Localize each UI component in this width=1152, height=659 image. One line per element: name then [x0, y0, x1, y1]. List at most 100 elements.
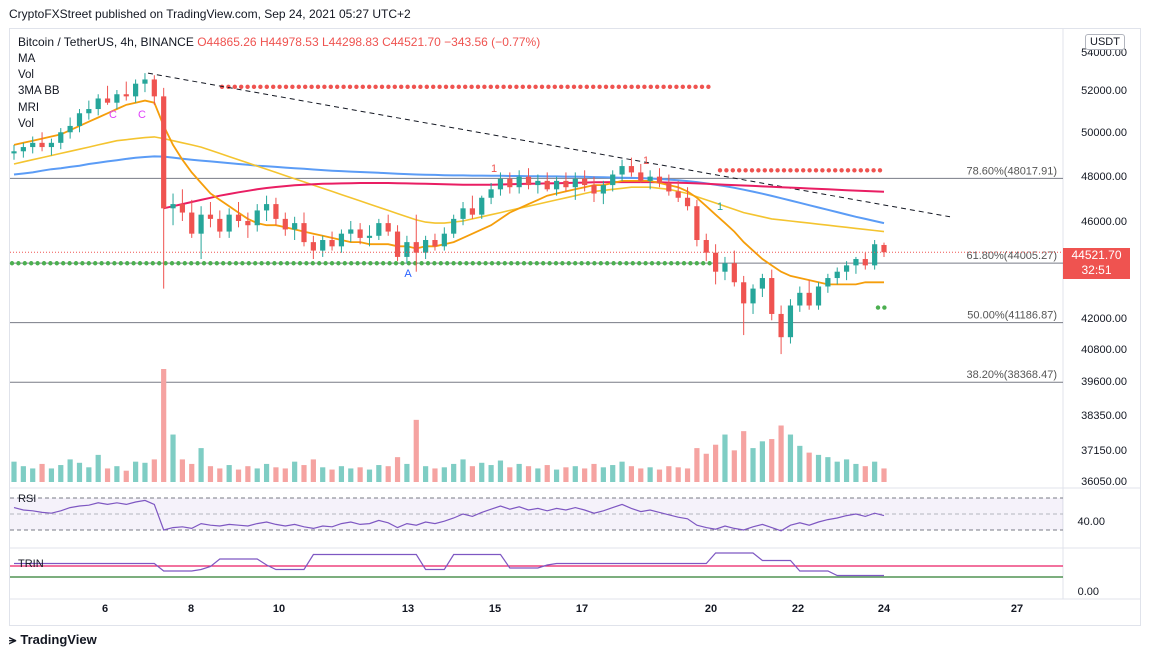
- indicator-label-ma[interactable]: MA: [18, 53, 36, 65]
- volume-bar: [600, 467, 606, 482]
- volume-bar: [273, 467, 279, 482]
- volume-bar: [226, 465, 232, 482]
- fib-level-label: 50.00%(41186.87): [967, 310, 1057, 322]
- resistance-dot: [431, 84, 436, 90]
- time-axis-tick: 22: [792, 603, 804, 615]
- volume-bar: [20, 466, 26, 482]
- support-dot: [381, 261, 386, 266]
- candle-body: [376, 223, 382, 236]
- candle-body: [825, 278, 831, 287]
- candle-body: [610, 174, 616, 186]
- candle-body: [366, 235, 373, 238]
- resistance-dot: [788, 168, 793, 173]
- candle-body: [320, 240, 326, 251]
- resistance-dot: [737, 168, 742, 173]
- support-dot: [649, 261, 655, 266]
- resistance-dot: [335, 84, 340, 90]
- support-dot: [882, 305, 887, 310]
- time-axis-tick: 6: [102, 603, 108, 615]
- resistance-dot: [264, 84, 269, 90]
- candle-body: [647, 176, 653, 181]
- price-axis-tick: 52000.00: [1081, 85, 1127, 97]
- resistance-dot: [871, 168, 876, 173]
- candle-body: [544, 180, 550, 190]
- support-dot: [195, 261, 200, 266]
- candle-body: [11, 151, 17, 154]
- resistance-dot: [730, 168, 735, 173]
- resistance-dot: [756, 168, 761, 173]
- footer-brand: TradingView: [20, 632, 97, 647]
- resistance-dot: [296, 84, 301, 90]
- candle-body: [48, 142, 55, 148]
- resistance-dot: [552, 84, 557, 90]
- volume-bar: [366, 469, 373, 482]
- candle-body: [460, 208, 466, 219]
- support-dot: [240, 261, 245, 266]
- resistance-dot: [488, 84, 493, 90]
- resistance-dot: [482, 84, 487, 90]
- support-dot: [406, 261, 411, 266]
- volume-bar: [320, 467, 326, 482]
- candle-body: [787, 305, 794, 338]
- candle-body: [516, 176, 522, 188]
- candle-body: [282, 218, 288, 230]
- volume-bar: [282, 468, 288, 482]
- resistance-dot: [877, 168, 883, 173]
- candle-body: [806, 292, 812, 306]
- low-value: L44298.83: [322, 35, 379, 49]
- volume-bar: [535, 468, 541, 482]
- volume-bar: [301, 465, 307, 482]
- indicator-label-vol[interactable]: Vol: [18, 69, 34, 81]
- volume-bar: [95, 454, 101, 482]
- currency-badge[interactable]: USDT: [1085, 34, 1125, 50]
- support-dot: [387, 261, 392, 266]
- resistance-dot: [693, 84, 698, 90]
- change-value: −343.56 (−0.77%): [444, 35, 541, 49]
- support-dot: [157, 261, 162, 266]
- candle-body: [441, 233, 447, 247]
- last-price-badge: 44521.70 32:51: [1063, 248, 1130, 279]
- volume-bar: [423, 466, 429, 482]
- candle-body: [198, 214, 204, 234]
- candle-body: [759, 278, 765, 289]
- indicator-label-vol-2[interactable]: Vol: [18, 118, 34, 130]
- candle-body: [179, 204, 185, 213]
- price-axis-tick: 36050.00: [1081, 476, 1127, 488]
- volume-bar: [114, 466, 120, 482]
- rsi-axis-tick: 40.00: [1077, 516, 1105, 528]
- support-dot: [48, 261, 53, 266]
- resistance-dot: [807, 168, 812, 173]
- support-dot: [534, 261, 539, 266]
- support-dot: [35, 261, 40, 266]
- indicator-label-3ma-bb[interactable]: 3MA BB: [18, 85, 60, 97]
- support-dot: [61, 261, 66, 266]
- indicator-label-mri[interactable]: MRI: [18, 102, 40, 114]
- support-dot: [624, 261, 629, 266]
- support-dot: [637, 261, 642, 266]
- volume-bar: [207, 466, 214, 482]
- resistance-dot: [801, 168, 806, 173]
- support-dot: [585, 261, 591, 266]
- support-dot: [528, 261, 533, 266]
- resistance-dot: [623, 84, 628, 90]
- support-dot: [304, 261, 309, 266]
- resistance-dot: [507, 84, 513, 90]
- tradingview-footer[interactable]: ⪫ TradingView: [9, 632, 97, 648]
- trin-line: [14, 552, 884, 577]
- support-dot: [496, 261, 501, 266]
- support-dot: [547, 261, 552, 266]
- signal-marker: 1: [643, 155, 649, 167]
- volume-bar: [750, 448, 756, 482]
- support-dot: [125, 261, 130, 266]
- support-dot: [329, 261, 335, 266]
- resistance-dot: [418, 84, 423, 90]
- support-dot: [573, 261, 578, 266]
- symbol-name[interactable]: Bitcoin / TetherUS, 4h, BINANCE: [18, 35, 194, 49]
- candle-body: [778, 313, 784, 338]
- volume-bar: [385, 466, 391, 482]
- signal-marker: 1: [491, 163, 497, 175]
- signal-marker: 1: [717, 201, 723, 213]
- volume-bar: [572, 466, 578, 482]
- support-dot: [566, 261, 571, 266]
